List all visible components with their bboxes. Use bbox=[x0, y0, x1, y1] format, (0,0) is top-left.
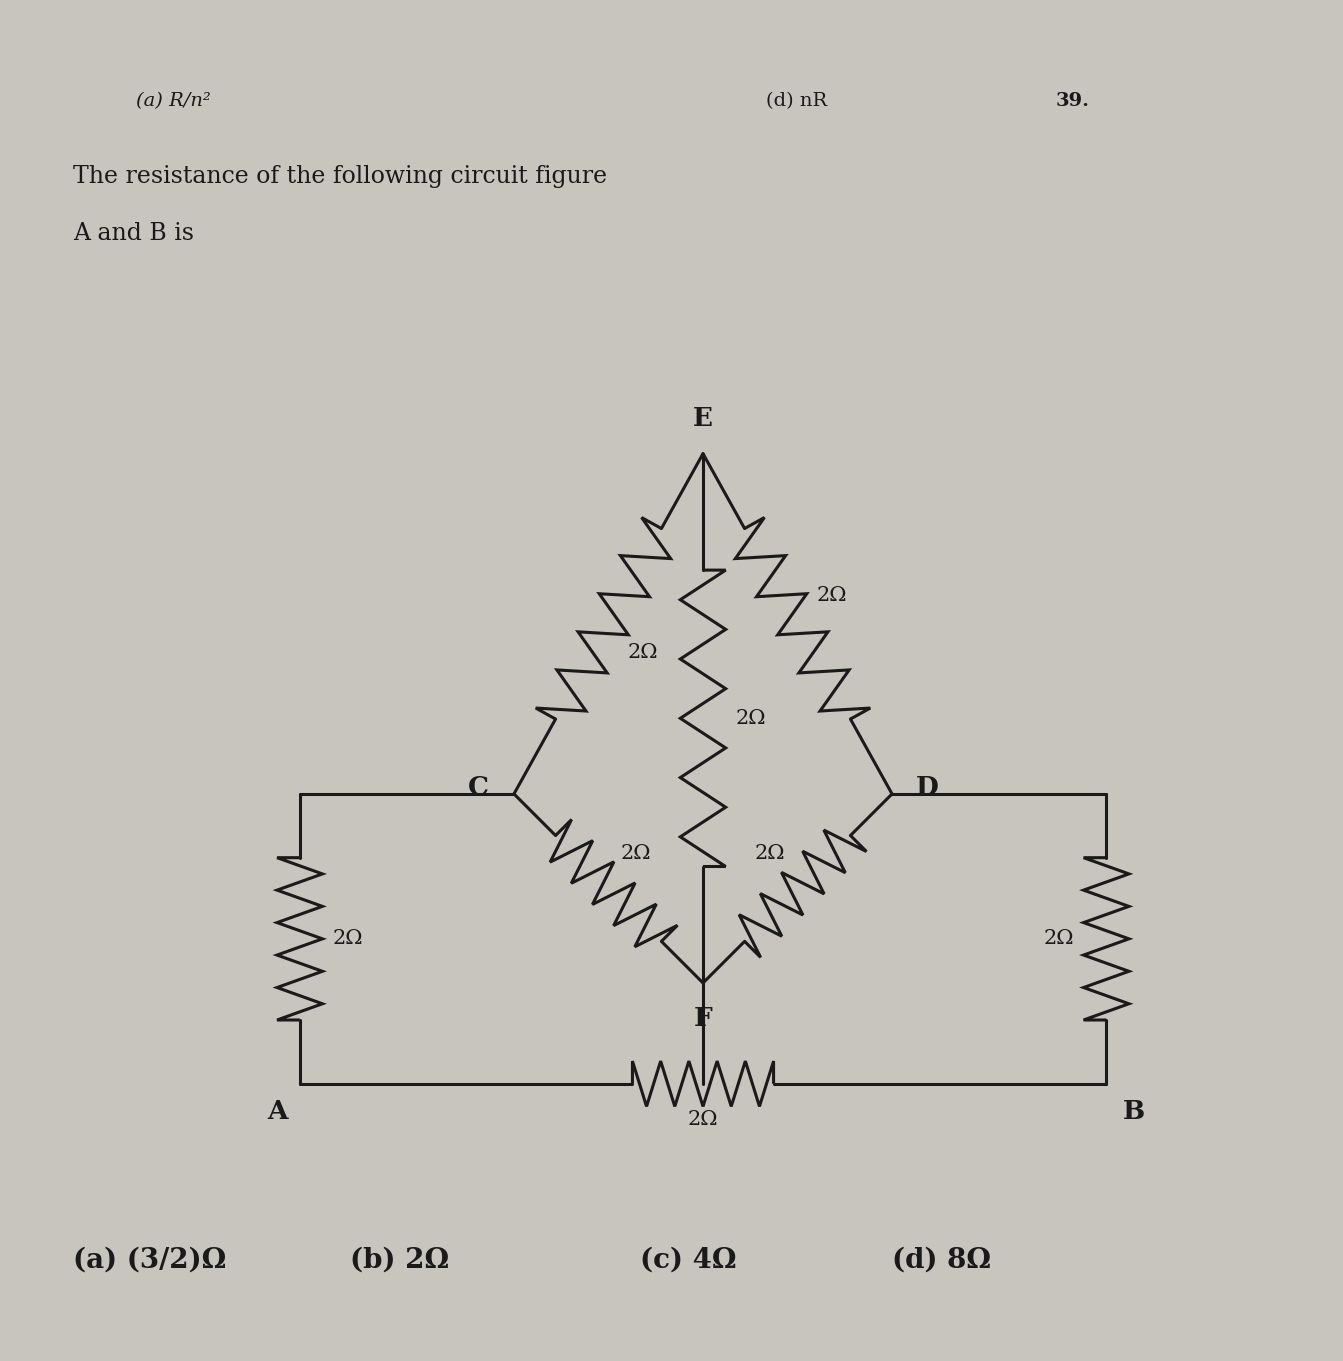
Text: A: A bbox=[267, 1098, 287, 1124]
Text: D: D bbox=[916, 776, 939, 800]
Text: 2Ω: 2Ω bbox=[629, 642, 658, 661]
Text: 39.: 39. bbox=[1056, 91, 1091, 110]
Text: B: B bbox=[1123, 1098, 1146, 1124]
Text: (a) R/n²: (a) R/n² bbox=[136, 91, 211, 110]
Text: The resistance of the following circuit figure: The resistance of the following circuit … bbox=[73, 165, 607, 188]
Text: 2Ω: 2Ω bbox=[1044, 930, 1073, 949]
Text: C: C bbox=[469, 776, 489, 800]
Text: 2Ω: 2Ω bbox=[620, 844, 651, 863]
Text: (a) (3/2)Ω: (a) (3/2)Ω bbox=[73, 1247, 226, 1274]
Text: (d) nR: (d) nR bbox=[766, 91, 827, 110]
Text: 2Ω: 2Ω bbox=[817, 587, 847, 606]
Text: E: E bbox=[693, 406, 713, 431]
Text: 2Ω: 2Ω bbox=[688, 1109, 719, 1128]
Text: F: F bbox=[693, 1006, 712, 1030]
Text: (d) 8Ω: (d) 8Ω bbox=[892, 1247, 991, 1274]
Text: 2Ω: 2Ω bbox=[736, 709, 766, 728]
Text: A and B is: A and B is bbox=[73, 222, 193, 245]
Text: (b) 2Ω: (b) 2Ω bbox=[351, 1247, 450, 1274]
Text: (c) 4Ω: (c) 4Ω bbox=[641, 1247, 736, 1274]
Text: 2Ω: 2Ω bbox=[332, 930, 363, 949]
Text: 2Ω: 2Ω bbox=[755, 844, 786, 863]
